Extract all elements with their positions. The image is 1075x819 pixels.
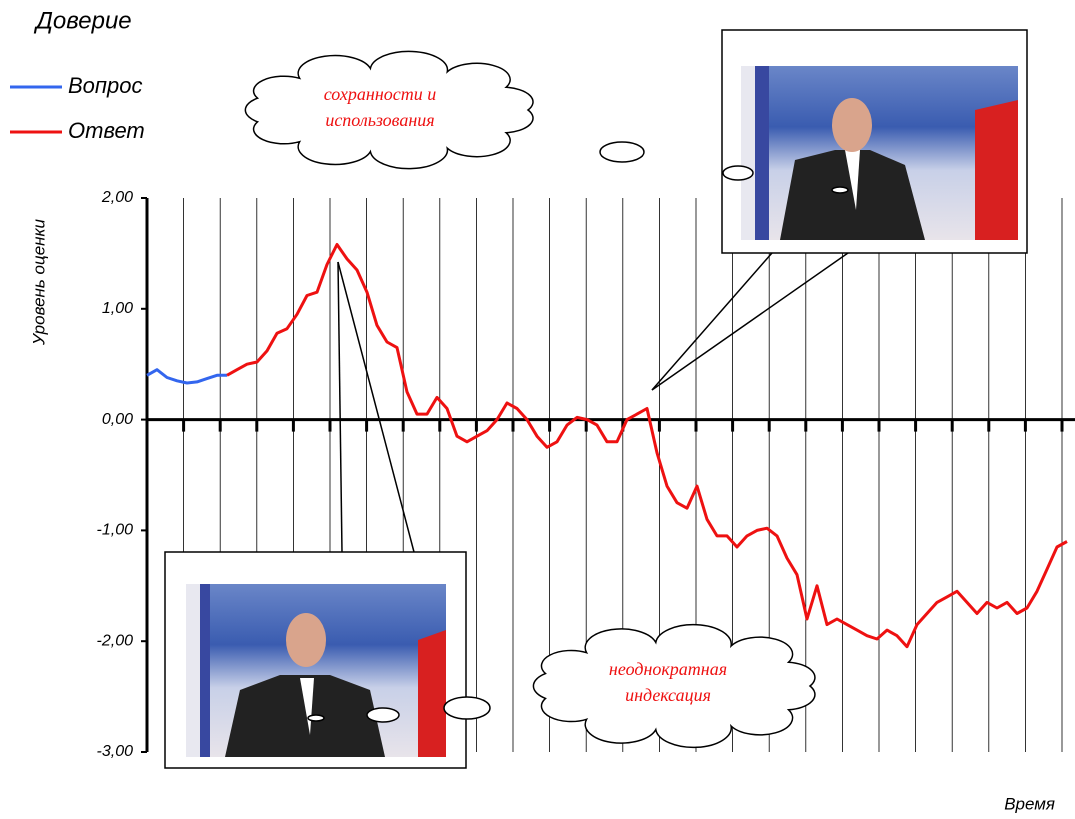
callouts (337, 252, 849, 553)
annotation: использования (325, 110, 434, 130)
y-tick-label: 2,00 (101, 189, 133, 206)
plot-marks (146, 243, 1068, 649)
cloud (244, 50, 534, 170)
series-line (226, 243, 1068, 649)
photo-bottom (164, 551, 467, 769)
y-tick-label: 0,00 (102, 411, 133, 428)
y-axis-label: Уровень оценки (29, 218, 48, 346)
y-tick-label: -3,00 (97, 743, 134, 760)
annotation: сохранности и (324, 84, 437, 104)
photo-top (721, 29, 1028, 254)
annotation: индексация (625, 685, 711, 705)
x-axis-label: Время (1004, 794, 1055, 813)
legend: Вопрос Ответ (10, 73, 145, 143)
legend-label: Ответ (68, 118, 145, 143)
annotation: неоднократная (609, 659, 727, 679)
cloud (532, 623, 816, 749)
chart-title: Доверие (33, 7, 132, 34)
y-tick-label: 1,00 (102, 300, 133, 317)
y-tick-label: -2,00 (97, 632, 134, 649)
legend-label: Вопрос (68, 73, 143, 98)
series-line (146, 368, 227, 385)
thought-clouds (244, 50, 849, 749)
y-tick-label: -1,00 (97, 522, 134, 539)
